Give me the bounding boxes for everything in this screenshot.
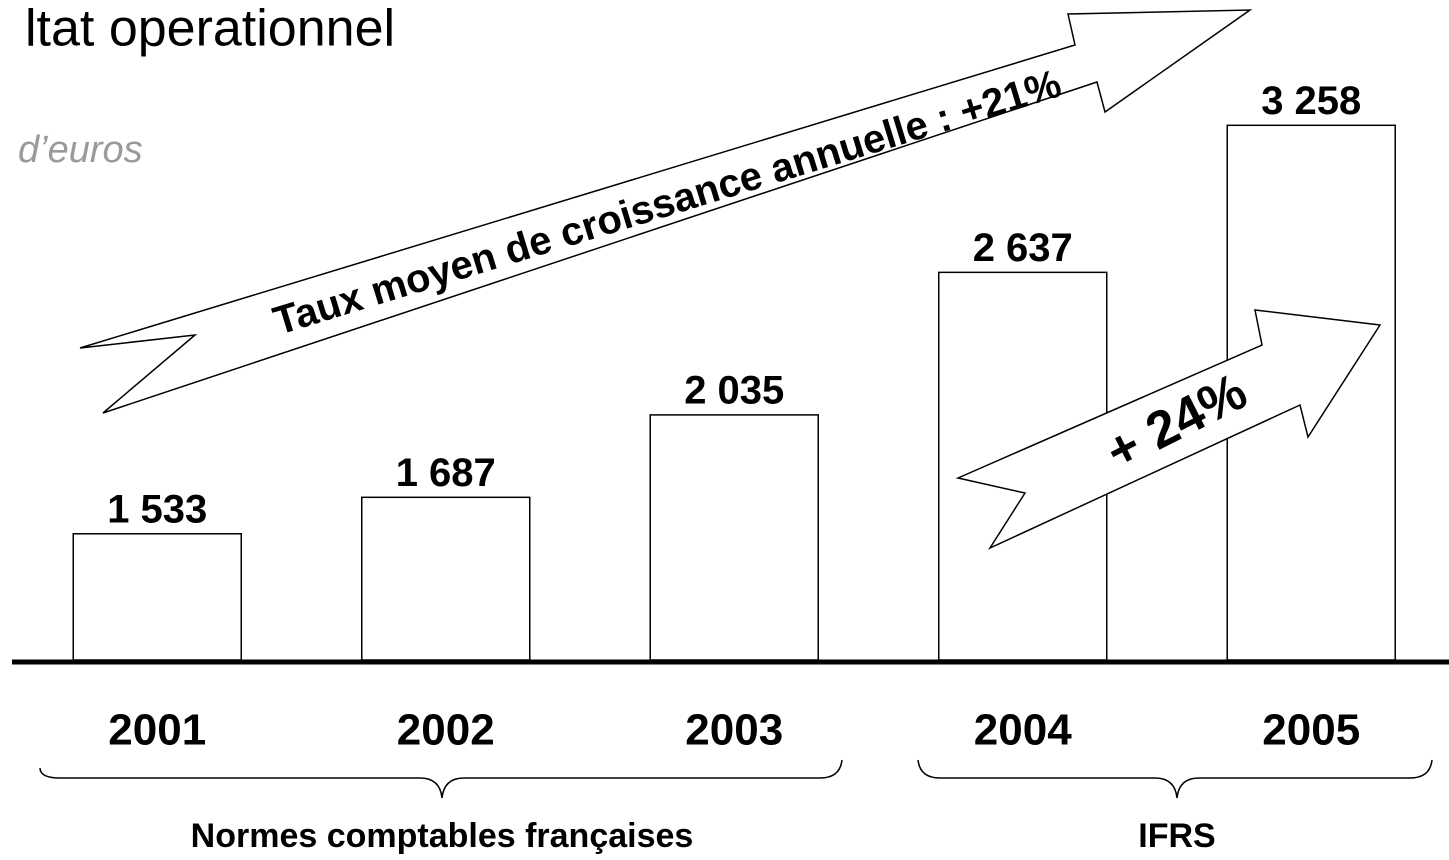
group-label: IFRS (1138, 817, 1215, 855)
subtitle: d’euros (18, 129, 143, 171)
value-label: 1 687 (396, 451, 496, 495)
bar (649, 414, 819, 661)
x-tick-label: 2004 (974, 706, 1072, 755)
group-label: Normes comptables françaises (191, 817, 694, 855)
brace (917, 759, 1433, 799)
x-tick-label: 2002 (397, 706, 495, 755)
bar (361, 496, 531, 661)
bar (72, 533, 242, 661)
x-tick-label: 2001 (108, 706, 206, 755)
growth-arrow (79, 9, 1253, 414)
value-label: 3 258 (1261, 79, 1361, 123)
value-label: 1 533 (107, 487, 207, 531)
value-label: 2 637 (973, 226, 1073, 270)
growth-arrow (955, 309, 1382, 550)
x-tick-label: 2003 (685, 706, 783, 755)
brace (39, 759, 843, 799)
value-label: 2 035 (684, 368, 784, 412)
x-tick-label: 2005 (1262, 706, 1360, 755)
chart-title: ltat operationnel (25, 0, 395, 58)
